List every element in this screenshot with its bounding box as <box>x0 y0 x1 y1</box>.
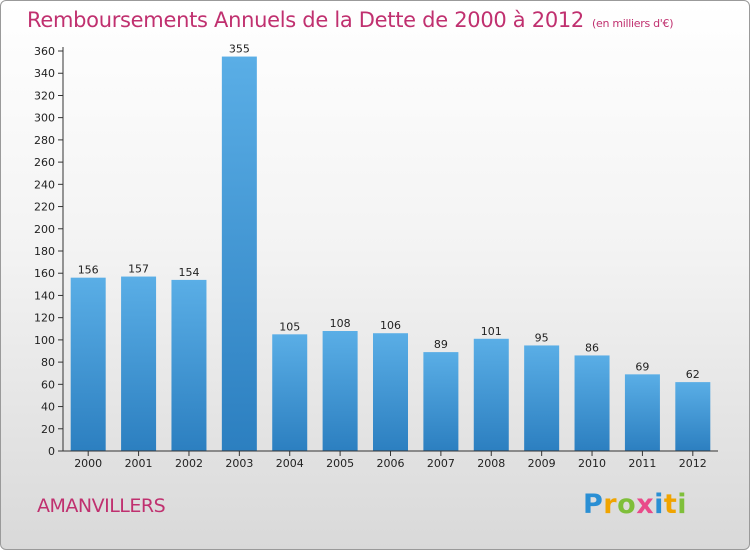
bar-value-label: 108 <box>330 317 351 330</box>
y-tick-label: 0 <box>48 445 55 458</box>
logo-letter: P <box>583 489 604 520</box>
bar-value-label: 62 <box>686 368 700 381</box>
bar-value-label: 89 <box>434 338 448 351</box>
y-tick-label: 20 <box>41 423 55 436</box>
chart-title: Remboursements Annuels de la Dette de 20… <box>27 8 673 32</box>
x-tick-label: 2000 <box>74 457 102 470</box>
bar-2005 <box>322 331 358 451</box>
logo-letter: o <box>617 489 637 520</box>
y-tick-label: 160 <box>34 267 55 280</box>
logo-letter: i <box>654 489 664 520</box>
y-tick-label: 100 <box>34 334 55 347</box>
x-tick-label: 2007 <box>427 457 455 470</box>
x-tick-label: 2003 <box>225 457 253 470</box>
y-tick-label: 40 <box>41 401 55 414</box>
bar-2000 <box>70 277 106 451</box>
bar-2011 <box>624 374 660 451</box>
logo-letter: i <box>677 489 688 520</box>
chart-title-text: Remboursements Annuels de la Dette de 20… <box>27 8 584 32</box>
y-tick-label: 340 <box>34 67 55 80</box>
bar-value-label: 105 <box>279 320 300 333</box>
bar-value-label: 101 <box>481 325 502 338</box>
x-tick-label: 2006 <box>377 457 405 470</box>
logo-letter: x <box>636 489 655 520</box>
y-tick-label: 360 <box>34 45 55 58</box>
y-tick-label: 200 <box>34 223 55 236</box>
bar-value-label: 95 <box>535 331 549 344</box>
x-tick-label: 2001 <box>125 457 153 470</box>
bar-2008 <box>473 338 509 451</box>
x-tick-label: 2005 <box>326 457 354 470</box>
x-tick-label: 2004 <box>276 457 304 470</box>
bar-value-label: 157 <box>128 263 149 276</box>
x-tick-label: 2008 <box>477 457 505 470</box>
x-tick-label: 2012 <box>679 457 707 470</box>
bar-2001 <box>121 276 157 451</box>
y-tick-label: 300 <box>34 112 55 125</box>
proxiti-logo: Proxiti <box>583 489 687 520</box>
y-tick-label: 220 <box>34 201 55 214</box>
bar-2003 <box>221 56 257 452</box>
bar-2012 <box>675 382 711 451</box>
logo-letter: t <box>663 489 678 520</box>
x-tick-label: 2010 <box>578 457 606 470</box>
bar-value-label: 86 <box>585 341 599 354</box>
y-tick-label: 80 <box>41 356 55 369</box>
bar-2010 <box>574 355 610 451</box>
bar-value-label: 355 <box>229 43 250 56</box>
x-tick-label: 2011 <box>628 457 656 470</box>
bars: 156 157 154 355 105 108 106 89 101 95 86 69 62 <box>70 43 711 452</box>
chart-unit: (en milliers d'€) <box>592 17 674 30</box>
x-tick-label: 2002 <box>175 457 203 470</box>
y-tick-label: 320 <box>34 89 55 102</box>
y-tick-label: 280 <box>34 134 55 147</box>
logo-letter: r <box>603 489 618 520</box>
bar-2002 <box>171 279 207 451</box>
y-tick-label: 260 <box>34 156 55 169</box>
bar-2006 <box>373 333 408 451</box>
y-tick-label: 180 <box>34 245 55 258</box>
bar-value-label: 154 <box>178 266 199 279</box>
x-tick-label: 2009 <box>528 457 556 470</box>
bar-2007 <box>423 352 459 451</box>
x-axis: 2000 2001 2002 2003 2004 2005 2006 2007 2008 2009… <box>63 450 718 470</box>
y-tick-label: 120 <box>34 312 55 325</box>
bar-value-label: 156 <box>78 264 99 277</box>
commune-name: AMANVILLERS <box>37 495 166 517</box>
y-axis: 0 20 40 60 80 100 120 140 160 180 200 220 240 260 280 3… <box>34 45 64 458</box>
y-tick-label: 60 <box>41 378 55 391</box>
y-tick-label: 140 <box>34 289 55 302</box>
bar-2004 <box>272 334 308 451</box>
bar-value-label: 106 <box>380 319 401 332</box>
bar-2009 <box>524 345 560 451</box>
y-tick-label: 240 <box>34 178 55 191</box>
bar-value-label: 69 <box>635 360 649 373</box>
